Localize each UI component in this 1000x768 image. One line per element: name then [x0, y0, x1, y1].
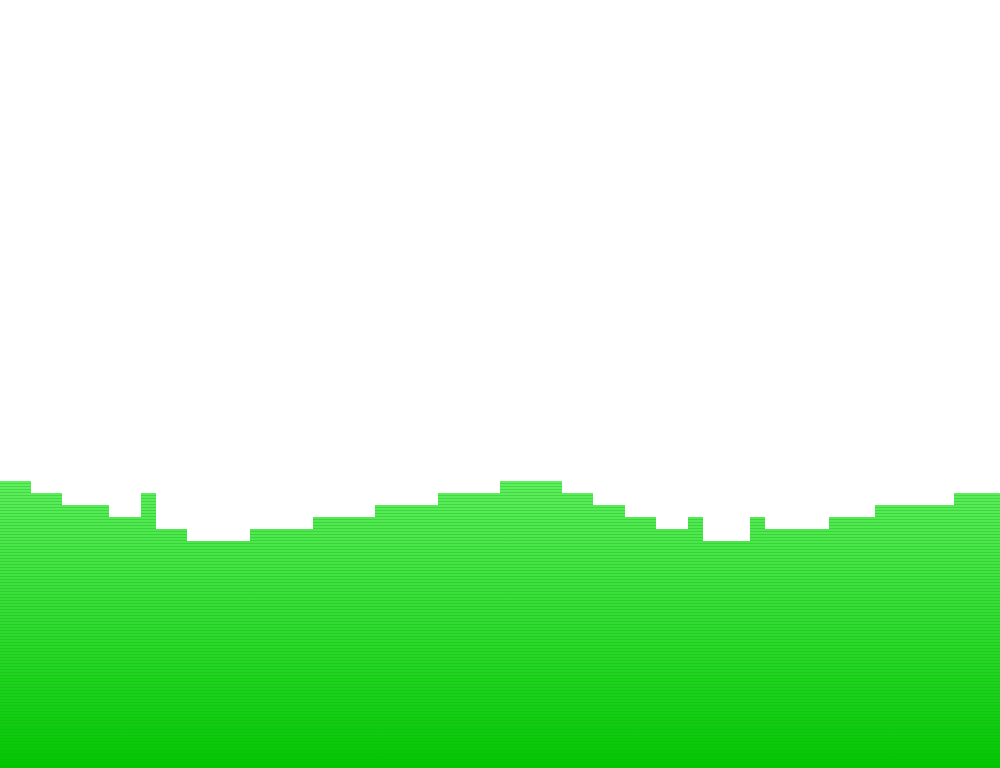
ground-scanlines [0, 481, 1000, 768]
